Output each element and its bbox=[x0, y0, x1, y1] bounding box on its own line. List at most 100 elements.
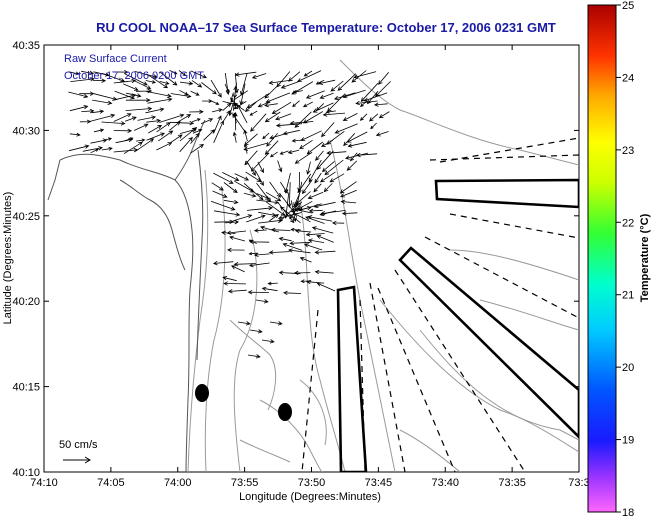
current-arrow bbox=[282, 242, 303, 251]
current-arrow bbox=[92, 99, 113, 105]
current-arrow bbox=[269, 151, 278, 158]
current-arrow bbox=[315, 150, 324, 161]
current-arrow bbox=[169, 70, 178, 75]
current-arrow bbox=[82, 146, 103, 152]
current-arrow bbox=[279, 206, 301, 224]
current-arrow bbox=[308, 208, 323, 213]
current-arrow bbox=[222, 276, 237, 282]
current-arrow bbox=[305, 232, 325, 237]
current-arrow bbox=[159, 81, 170, 85]
current-arrow bbox=[114, 90, 135, 100]
current-arrow bbox=[278, 270, 301, 275]
current-arrow bbox=[340, 189, 357, 198]
y-tick-label: 40:35 bbox=[12, 40, 40, 52]
current-arrow bbox=[265, 92, 291, 103]
current-arrow bbox=[246, 214, 266, 223]
current-arrow bbox=[292, 100, 300, 108]
current-arrow bbox=[279, 150, 289, 155]
current-arrow bbox=[212, 261, 234, 266]
current-arrow bbox=[307, 215, 333, 222]
current-arrow bbox=[113, 128, 133, 133]
current-arrow bbox=[319, 171, 336, 183]
current-arrow bbox=[210, 100, 220, 105]
current-arrow bbox=[321, 161, 335, 173]
current-arrow bbox=[353, 71, 377, 79]
current-arrow bbox=[191, 80, 203, 88]
current-arrow bbox=[211, 108, 223, 113]
current-arrow bbox=[236, 103, 248, 124]
current-arrow bbox=[148, 125, 163, 134]
current-arrow bbox=[213, 210, 241, 217]
current-arrow bbox=[268, 250, 290, 255]
current-arrow bbox=[330, 80, 344, 92]
current-arrow bbox=[159, 113, 185, 123]
current-arrow bbox=[124, 137, 134, 142]
current-arrow bbox=[232, 113, 247, 134]
current-arrow bbox=[223, 199, 239, 205]
current-arrow bbox=[360, 100, 368, 107]
current-arrow bbox=[298, 203, 322, 212]
current-arrow bbox=[248, 262, 270, 268]
current-arrow bbox=[227, 289, 247, 294]
current-arrow bbox=[342, 89, 366, 99]
y-axis-label: Latitude (Degrees:Minutes) bbox=[2, 192, 14, 325]
current-arrow bbox=[68, 91, 89, 99]
x-axis-ticks: 74:10 74:05 74:00 73:55 73:50 73:45 73:40 73:35… bbox=[30, 45, 590, 489]
current-arrow bbox=[294, 151, 313, 164]
current-arrow bbox=[322, 112, 346, 117]
colorbar bbox=[587, 4, 617, 513]
current-arrow bbox=[369, 113, 379, 122]
current-arrow bbox=[113, 113, 132, 122]
current-arrow bbox=[300, 130, 322, 141]
current-arrow bbox=[266, 133, 279, 147]
current-arrow bbox=[145, 80, 157, 84]
current-arrow bbox=[268, 80, 290, 85]
current-arrow bbox=[313, 201, 336, 209]
current-arrow bbox=[190, 90, 200, 96]
current-arrow bbox=[276, 71, 291, 88]
current-arrow bbox=[234, 71, 257, 77]
current-arrow bbox=[355, 100, 378, 106]
current-arrow bbox=[232, 102, 245, 111]
legend-line-2: October 17, 2006 0200 GMT bbox=[64, 70, 204, 82]
current-arrow bbox=[178, 70, 187, 77]
current-arrow bbox=[223, 182, 238, 194]
current-arrow bbox=[360, 82, 379, 102]
current-arrow bbox=[229, 235, 246, 242]
current-arrow bbox=[250, 152, 270, 172]
current-arrow bbox=[363, 92, 388, 102]
current-arrow bbox=[146, 73, 169, 89]
current-arrow bbox=[378, 111, 390, 119]
x-tick-label: 74:05 bbox=[97, 477, 125, 489]
current-arrow bbox=[334, 123, 358, 134]
x-tick-label: 74:10 bbox=[30, 477, 58, 489]
current-arrow bbox=[233, 101, 247, 110]
colorbar-tick-label: 21 bbox=[622, 290, 634, 302]
current-arrow bbox=[134, 71, 158, 79]
current-arrow bbox=[134, 80, 152, 90]
current-arrow bbox=[269, 321, 283, 326]
current-arrow bbox=[101, 72, 126, 83]
current-arrow bbox=[297, 173, 312, 194]
current-arrow bbox=[247, 354, 261, 359]
current-arrow bbox=[68, 71, 80, 76]
current-arrow bbox=[265, 191, 282, 202]
current-arrow bbox=[170, 93, 192, 99]
current-arrow bbox=[233, 85, 238, 111]
current-arrow bbox=[293, 207, 313, 214]
current-arrow bbox=[290, 227, 301, 232]
current-arrow bbox=[123, 141, 143, 154]
current-arrow bbox=[223, 281, 246, 286]
current-arrow bbox=[200, 118, 214, 125]
current-arrow bbox=[280, 81, 300, 89]
current-arrow bbox=[288, 71, 301, 82]
current-arrow bbox=[258, 211, 277, 217]
current-arrow bbox=[125, 106, 153, 111]
current-arrow bbox=[146, 118, 162, 124]
current-arrow bbox=[214, 219, 235, 224]
current-arrow bbox=[373, 102, 388, 107]
current-arrow bbox=[339, 181, 357, 194]
current-arrow bbox=[159, 71, 178, 86]
current-arrow bbox=[315, 79, 325, 85]
current-arrow bbox=[169, 121, 181, 131]
